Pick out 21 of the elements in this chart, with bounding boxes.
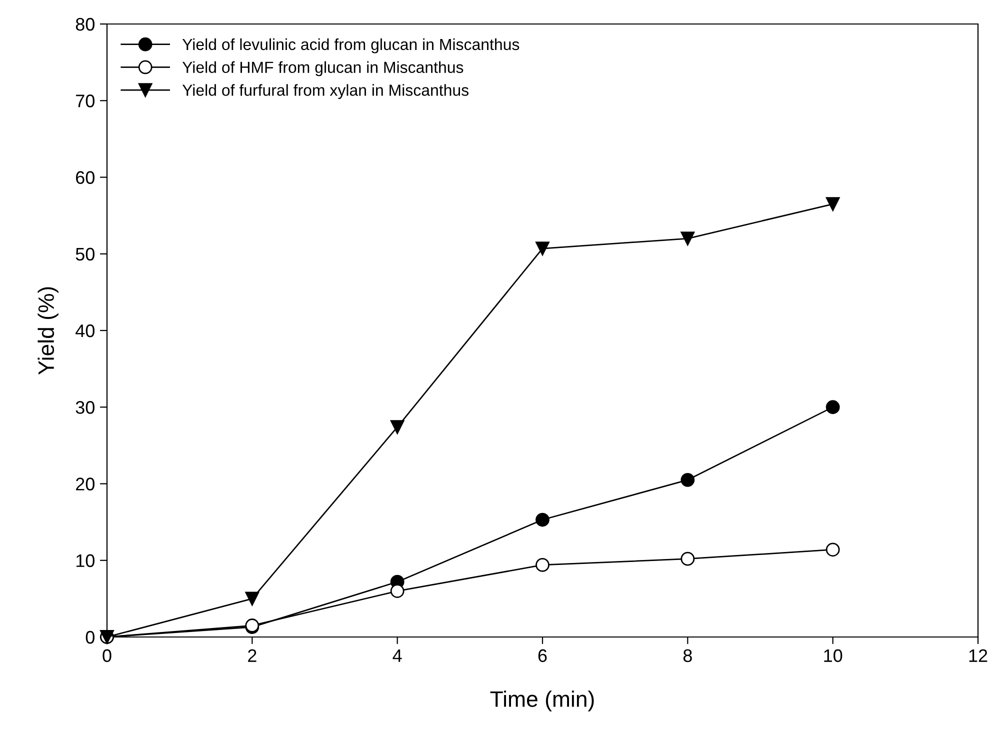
y-axis-title: Yield (%) [38,287,58,375]
y-tick-label: 20 [76,478,94,490]
legend-label: Yield of HMF from glucan in Miscanthus [182,61,464,76]
y-tick-label: 80 [76,18,94,31]
legend-label: Yield of levulinic acid from glucan in Miscanthus [182,38,520,54]
x-axis-title: Time (min) [490,690,594,712]
y-tick-label: 50 [76,248,94,261]
y-tick-label: 40 [76,324,94,338]
x-tick-label: 8 [683,649,692,662]
legend-label: Yield of furfural from xylan in Miscanthus [182,84,469,100]
y-tick-label: 60 [76,171,94,184]
y-tick-label: 70 [76,94,94,108]
x-tick-label: 12 [969,649,988,662]
y-tick-label: 10 [76,554,94,568]
x-tick-label: 10 [824,649,842,662]
y-tick-label: 0 [86,630,94,644]
x-tick-label: 2 [248,649,256,662]
x-tick-label: 0 [102,649,112,662]
y-tick-label: 30 [76,401,94,414]
x-tick-label: 6 [538,649,547,662]
x-tick-label: 4 [392,649,402,662]
